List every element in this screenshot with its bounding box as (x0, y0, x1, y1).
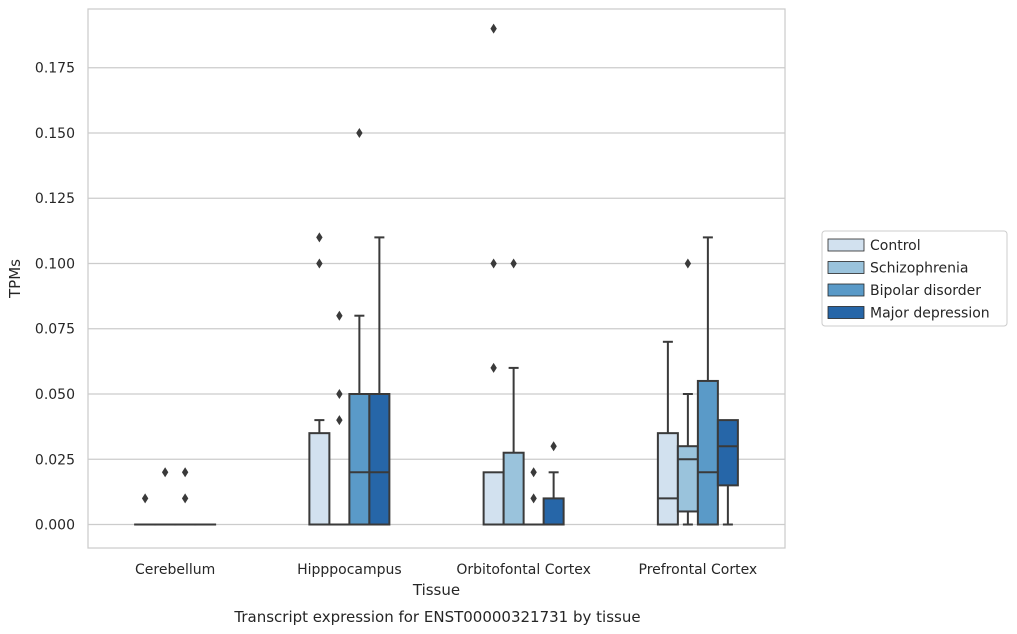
chart-caption: Transcript expression for ENST0000032173… (233, 608, 640, 626)
box-schizophrenia (502, 258, 525, 526)
outlier-point (490, 362, 497, 373)
y-tick-label: 0.075 (35, 322, 75, 338)
box-bipolar-disorder (174, 467, 197, 526)
outlier-point (336, 310, 343, 321)
gridlines (88, 67, 785, 526)
box-major-depression (542, 441, 565, 526)
outlier-point (181, 493, 189, 504)
box-body (542, 497, 565, 526)
box-bipolar-disorder (696, 236, 719, 526)
box-body (348, 393, 371, 526)
legend-label: Major depression (870, 306, 990, 322)
x-axis-label: Tissue (412, 581, 460, 599)
y-tick-label: 0.025 (35, 452, 75, 468)
outlier-point (490, 23, 497, 34)
outlier-point (336, 389, 343, 399)
box-bipolar-disorder (348, 127, 371, 526)
y-axis-ticks: 0.000 0.025 0.050 0.075 0.100 0.125 0.150 0.175 (35, 61, 75, 534)
box-control (308, 232, 331, 526)
box-major-depression (368, 236, 391, 526)
outlier-point (510, 258, 517, 269)
outlier-point (181, 467, 189, 478)
outlier-point (490, 258, 497, 269)
x-tick-label: Prefrontal Cortex (639, 562, 758, 578)
box-body (502, 451, 525, 526)
legend-swatch (827, 261, 865, 274)
outlier-point (316, 232, 323, 243)
outlier-point (550, 441, 557, 452)
legend-label: Control (870, 238, 921, 254)
legend-swatch (827, 238, 865, 252)
box-body (482, 471, 505, 526)
y-axis-label: TPMs (6, 259, 24, 299)
legend-label: Bipolar disorder (870, 283, 981, 299)
outlier-point (161, 467, 169, 478)
box-schizophrenia (154, 467, 177, 526)
box-body (368, 393, 391, 526)
legend-swatch (827, 306, 865, 319)
box-major-depression (716, 419, 739, 526)
y-tick-label: 0.000 (35, 518, 75, 534)
box-plot-series (134, 23, 739, 526)
box-body (716, 419, 739, 487)
x-tick-label: Cerebellum (135, 562, 215, 578)
outlier-point (336, 415, 343, 426)
x-tick-label: Hipppocampus (297, 562, 402, 578)
outlier-point (356, 127, 363, 138)
box-control (656, 340, 679, 526)
y-tick-label: 0.175 (35, 61, 75, 77)
legend: Control Schizophrenia Bipolar disorder Majo… (821, 230, 1008, 327)
y-tick-label: 0.050 (35, 387, 75, 403)
outlier-point (530, 493, 537, 504)
box-control (134, 493, 157, 526)
box-bipolar-disorder (522, 467, 545, 526)
y-tick-label: 0.100 (35, 256, 75, 272)
box-schizophrenia (676, 258, 699, 526)
outlier-point (141, 493, 149, 504)
box-control (482, 23, 505, 526)
outlier-point (530, 467, 537, 478)
plot-area-frame (87, 8, 786, 549)
box-body (676, 445, 699, 513)
box-schizophrenia (328, 310, 351, 526)
box-body (308, 432, 331, 526)
legend-swatch (827, 283, 865, 297)
box-body (696, 379, 719, 526)
x-tick-label: Orbitofontal Cortex (456, 562, 591, 578)
legend-label: Schizophrenia (870, 261, 968, 277)
y-tick-label: 0.125 (35, 191, 75, 207)
outlier-point (684, 258, 692, 269)
box-body (656, 432, 679, 526)
outlier-point (316, 258, 323, 269)
y-tick-label: 0.150 (35, 126, 75, 142)
legend-frame (821, 230, 1008, 327)
x-axis-ticks: Cerebellum Hipppocampus Orbitofontal Corte… (135, 562, 757, 578)
